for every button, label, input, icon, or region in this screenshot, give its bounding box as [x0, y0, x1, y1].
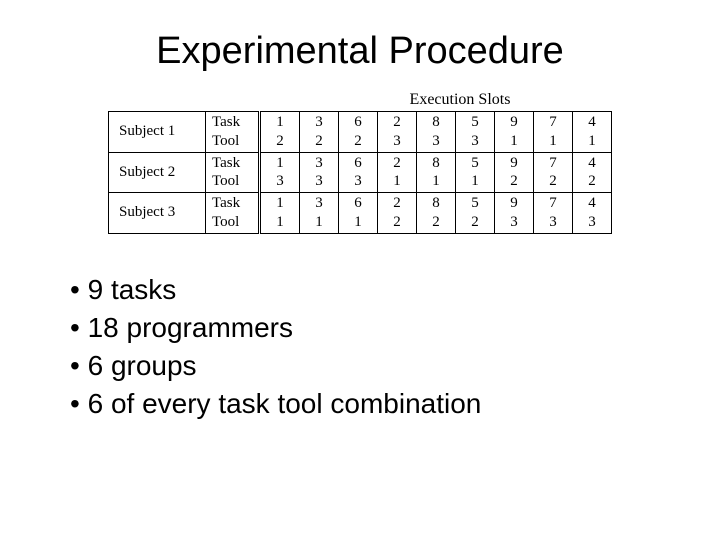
execution-table: Subject 1TaskTool123262238353917141 Subje… — [108, 111, 612, 234]
data-cell: 92 — [495, 152, 534, 193]
data-cell: 52 — [456, 193, 495, 234]
data-cell: 21 — [378, 152, 417, 193]
data-cell: 81 — [417, 152, 456, 193]
data-cell: 13 — [260, 152, 300, 193]
bullet-list: 9 tasks 18 programmers 6 groups 6 of eve… — [70, 274, 670, 420]
row-label-cell: TaskTool — [206, 152, 260, 193]
data-cell: 82 — [417, 193, 456, 234]
data-cell: 41 — [573, 112, 612, 153]
data-cell: 93 — [495, 193, 534, 234]
data-cell: 42 — [573, 152, 612, 193]
data-cell: 43 — [573, 193, 612, 234]
subject-cell: Subject 2 — [109, 152, 206, 193]
data-cell: 11 — [260, 193, 300, 234]
table-caption: Execution Slots — [50, 91, 670, 109]
data-cell: 71 — [534, 112, 573, 153]
bullet-item: 6 groups — [70, 350, 670, 382]
bullet-item: 6 of every task tool combination — [70, 388, 670, 420]
data-cell: 61 — [339, 193, 378, 234]
slide-title: Experimental Procedure — [50, 30, 670, 73]
subject-cell: Subject 1 — [109, 112, 206, 153]
data-cell: 31 — [300, 193, 339, 234]
data-cell: 63 — [339, 152, 378, 193]
bullet-item: 9 tasks — [70, 274, 670, 306]
data-cell: 51 — [456, 152, 495, 193]
data-cell: 32 — [300, 112, 339, 153]
data-cell: 62 — [339, 112, 378, 153]
data-cell: 73 — [534, 193, 573, 234]
data-cell: 83 — [417, 112, 456, 153]
data-cell: 23 — [378, 112, 417, 153]
data-cell: 12 — [260, 112, 300, 153]
row-label-cell: TaskTool — [206, 193, 260, 234]
data-cell: 53 — [456, 112, 495, 153]
subject-cell: Subject 3 — [109, 193, 206, 234]
data-cell: 22 — [378, 193, 417, 234]
row-label-cell: TaskTool — [206, 112, 260, 153]
bullet-item: 18 programmers — [70, 312, 670, 344]
data-cell: 91 — [495, 112, 534, 153]
execution-table-wrap: Execution Slots Subject 1TaskTool1232622… — [50, 91, 670, 234]
data-cell: 33 — [300, 152, 339, 193]
data-cell: 72 — [534, 152, 573, 193]
